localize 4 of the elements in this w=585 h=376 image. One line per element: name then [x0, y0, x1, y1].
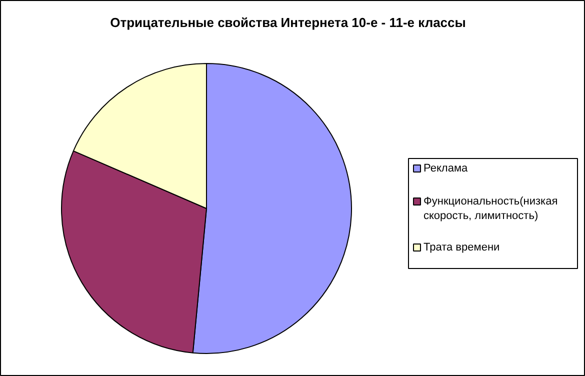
legend-label: Реклама — [424, 162, 469, 174]
legend-label: Трата времени — [424, 242, 500, 254]
chart-title: Отрицательные свойства Интернета 10-е - 11-е классы — [110, 15, 466, 30]
legend-label: Функциональность(низкая скорость, лимитность) — [424, 196, 558, 222]
